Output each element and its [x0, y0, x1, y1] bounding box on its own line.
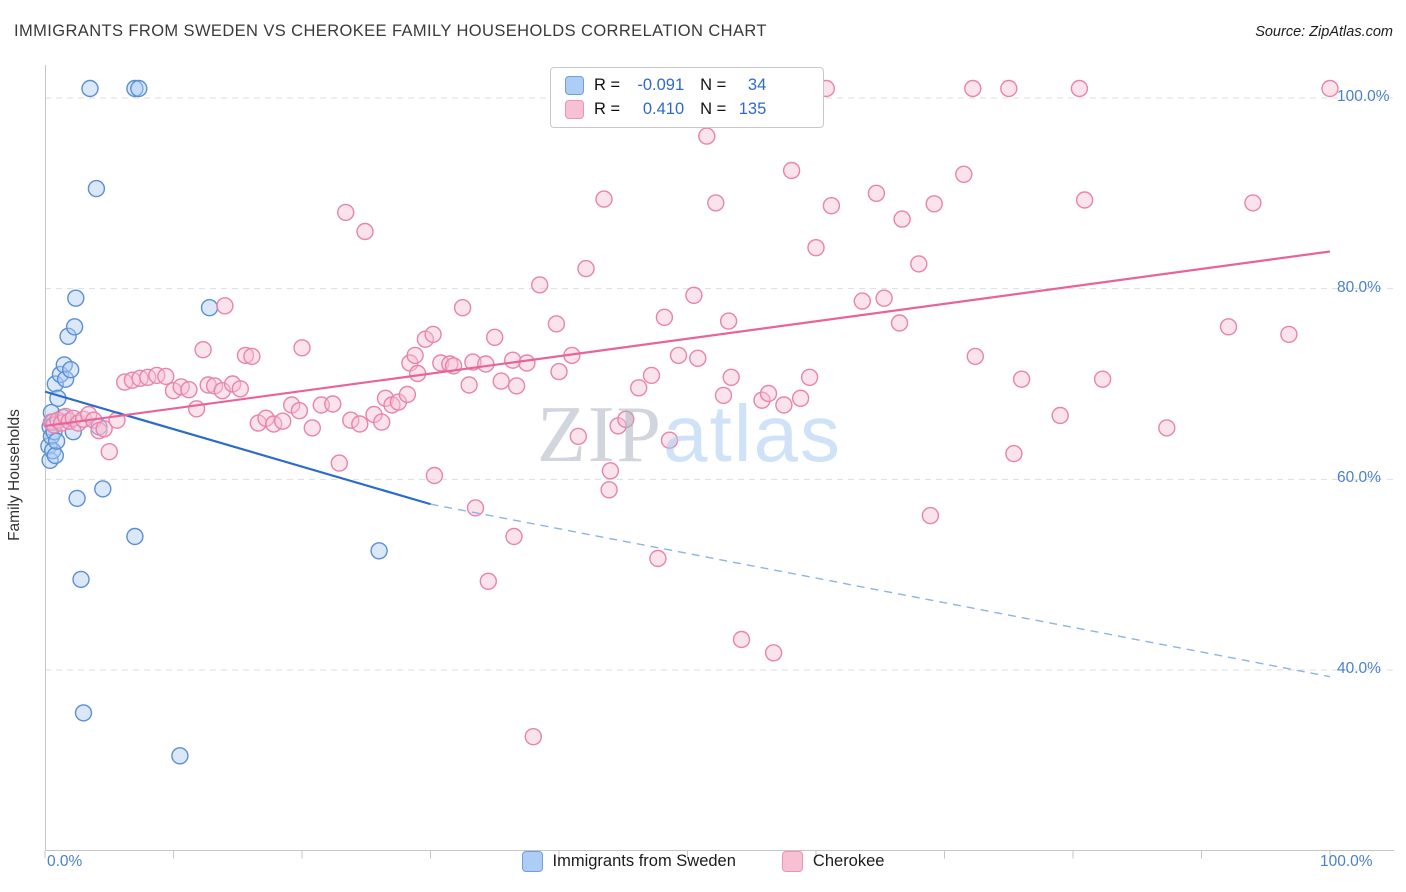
series-legend-item-sweden: Immigrants from Sweden: [521, 851, 736, 872]
chart-title: IMMIGRANTS FROM SWEDEN VS CHEROKEE FAMIL…: [14, 22, 767, 40]
r-value-sweden: -0.091: [637, 76, 685, 94]
legend-row-cherokee: R = 0.410 N = 135: [565, 100, 811, 119]
series-legend-item-cherokee: Cherokee: [781, 851, 885, 872]
r-label: R =: [594, 100, 621, 118]
cherokee-series-label: Cherokee: [812, 852, 885, 870]
y-axis-title: Family Households: [6, 409, 23, 541]
series-legend: Immigrants from Sweden Cherokee: [0, 851, 1406, 872]
sweden-series-swatch: [521, 851, 543, 872]
y-axis-tick-label: 60.0%: [1337, 469, 1381, 487]
r-value-cherokee: 0.410: [642, 100, 685, 118]
n-label: N =: [700, 100, 727, 118]
n-label: N =: [700, 76, 727, 94]
y-axis-tick-label: 100.0%: [1337, 88, 1390, 105]
y-axis-tick-label: 40.0%: [1337, 660, 1381, 677]
sweden-series-label: Immigrants from Sweden: [552, 852, 736, 870]
x-axis-max-label: 100.0%: [1320, 853, 1373, 870]
n-value-sweden: 34: [747, 76, 767, 94]
r-label: R =: [594, 76, 621, 94]
y-axis-tick-label: 80.0%: [1337, 278, 1381, 296]
n-value-cherokee: 135: [738, 100, 767, 118]
correlation-legend: R = -0.091 N = 34 R = 0.410 N = 135: [550, 67, 824, 128]
cherokee-series-swatch: [781, 851, 803, 872]
cherokee-legend-swatch: [565, 100, 584, 119]
source-attribution: Source: ZipAtlas.com: [1255, 24, 1393, 40]
x-axis-min-label: 0.0%: [47, 853, 83, 870]
sweden-legend-swatch: [565, 76, 584, 95]
legend-row-sweden: R = -0.091 N = 34: [565, 76, 811, 95]
